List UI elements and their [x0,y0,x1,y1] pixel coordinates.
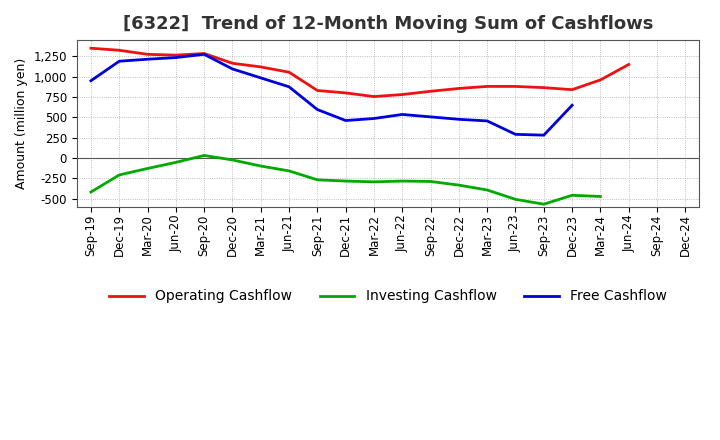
Operating Cashflow [341,90,350,95]
Investing Cashflow [483,187,492,193]
Free Cashflow [115,59,124,64]
Operating Cashflow [398,92,407,97]
Free Cashflow [568,103,577,108]
Operating Cashflow [624,62,633,67]
Operating Cashflow [228,61,237,66]
Free Cashflow [398,112,407,117]
Operating Cashflow [284,70,293,75]
Free Cashflow [171,55,180,60]
Operating Cashflow [539,85,548,90]
Free Cashflow [483,118,492,124]
Investing Cashflow [426,179,435,184]
Free Cashflow [200,51,209,57]
Operating Cashflow [143,51,152,57]
Investing Cashflow [568,193,577,198]
Investing Cashflow [115,172,124,178]
Investing Cashflow [539,202,548,207]
Operating Cashflow [454,86,463,91]
Free Cashflow [228,66,237,72]
Free Cashflow [313,107,322,112]
Operating Cashflow [313,88,322,93]
Operating Cashflow [596,77,605,83]
Operating Cashflow [115,48,124,53]
Operating Cashflow [86,46,95,51]
Free Cashflow [86,78,95,83]
Free Cashflow [454,117,463,122]
Operating Cashflow [568,87,577,92]
Line: Operating Cashflow: Operating Cashflow [91,48,629,96]
Investing Cashflow [511,197,520,202]
Y-axis label: Amount (million yen): Amount (million yen) [15,58,28,189]
Free Cashflow [539,132,548,138]
Operating Cashflow [426,88,435,94]
Free Cashflow [426,114,435,120]
Line: Investing Cashflow: Investing Cashflow [91,155,600,204]
Free Cashflow [143,57,152,62]
Investing Cashflow [171,160,180,165]
Operating Cashflow [171,52,180,58]
Investing Cashflow [341,178,350,183]
Line: Free Cashflow: Free Cashflow [91,54,572,135]
Operating Cashflow [200,51,209,56]
Investing Cashflow [369,179,378,184]
Investing Cashflow [256,163,265,169]
Free Cashflow [284,84,293,89]
Investing Cashflow [200,153,209,158]
Investing Cashflow [143,166,152,171]
Investing Cashflow [86,189,95,194]
Free Cashflow [511,132,520,137]
Investing Cashflow [398,178,407,183]
Investing Cashflow [596,194,605,199]
Investing Cashflow [454,183,463,188]
Operating Cashflow [483,84,492,89]
Operating Cashflow [369,94,378,99]
Title: [6322]  Trend of 12-Month Moving Sum of Cashflows: [6322] Trend of 12-Month Moving Sum of C… [123,15,653,33]
Operating Cashflow [256,64,265,70]
Investing Cashflow [313,177,322,183]
Investing Cashflow [228,157,237,162]
Free Cashflow [341,118,350,123]
Legend: Operating Cashflow, Investing Cashflow, Free Cashflow: Operating Cashflow, Investing Cashflow, … [104,283,672,308]
Free Cashflow [256,75,265,81]
Investing Cashflow [284,168,293,173]
Free Cashflow [369,116,378,121]
Operating Cashflow [511,84,520,89]
